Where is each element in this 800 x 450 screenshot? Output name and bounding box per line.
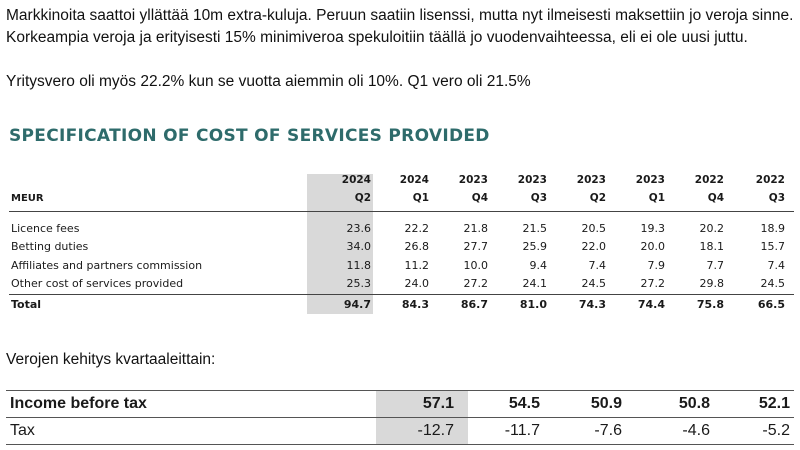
cell-value: 66.5 <box>757 298 785 311</box>
cell-value: 57.1 <box>422 395 454 412</box>
header-rule <box>9 211 794 212</box>
table-row: Licence fees 23.6 22.2 21.8 21.5 20.5 19.3 20.2… <box>9 220 794 238</box>
cell-value: 34.0 <box>346 240 372 253</box>
cell-value: 24.0 <box>404 277 430 290</box>
intro-paragraph: Markkinoita saattoi yllättää 10m extra-k… <box>6 7 794 46</box>
cell-value: -7.6 <box>594 422 622 439</box>
row-label: Licence fees <box>11 222 80 235</box>
unit-label: MEUR <box>11 193 44 204</box>
column-year: 2023 <box>517 174 547 186</box>
cell-value: 25.3 <box>346 277 372 290</box>
cell-value: -11.7 <box>504 422 540 439</box>
cell-value: 84.3 <box>401 298 429 311</box>
cell-value: 26.8 <box>404 240 430 253</box>
cell-value: 7.4 <box>588 259 607 272</box>
cell-value: 10.0 <box>463 259 489 272</box>
cell-value: 7.7 <box>706 259 725 272</box>
row-label: Income before tax <box>10 395 147 412</box>
total-rule <box>9 294 794 295</box>
column-quarter: Q4 <box>707 192 724 204</box>
cell-value: 94.7 <box>343 298 371 311</box>
cell-value: 50.9 <box>590 395 622 412</box>
cell-value: 52.1 <box>758 395 790 412</box>
cell-value: 11.8 <box>346 259 372 272</box>
cell-value: 20.5 <box>581 222 607 235</box>
column-quarter: Q1 <box>412 192 429 204</box>
cell-value: 27.2 <box>640 277 666 290</box>
tax-table-bottom-rule <box>6 444 794 445</box>
total-row: Total 94.7 84.3 86.7 81.0 74.3 74.4 75.8 66.5 <box>9 296 794 314</box>
column-quarter: Q1 <box>648 192 665 204</box>
cell-value: 20.0 <box>640 240 666 253</box>
cell-value: 7.9 <box>647 259 666 272</box>
cell-value: 74.3 <box>578 298 606 311</box>
cell-value: 50.8 <box>678 395 710 412</box>
column-quarter: Q3 <box>768 192 785 204</box>
table-row: Betting duties 34.0 26.8 27.7 25.9 22.0 20.0 18… <box>9 238 794 256</box>
tax-table-top-rule <box>6 390 794 391</box>
cell-value: 24.5 <box>581 277 607 290</box>
current-quarter-highlight <box>307 174 373 314</box>
tax-table-mid-rule <box>6 417 794 418</box>
column-year: 2023 <box>635 174 665 186</box>
tax-row: Income before tax 57.1 54.5 50.9 50.8 52.1 <box>6 391 794 417</box>
cell-value: 23.6 <box>346 222 372 235</box>
cell-value: 11.2 <box>404 259 430 272</box>
cell-value: 29.8 <box>699 277 725 290</box>
cell-value: 18.1 <box>699 240 725 253</box>
row-label: Tax <box>10 422 35 439</box>
column-quarter: Q2 <box>589 192 606 204</box>
cell-value: 7.4 <box>767 259 786 272</box>
column-year: 2024 <box>341 174 371 186</box>
corporate-tax-note: Yritysvero oli myös 22.2% kun se vuotta … <box>6 73 531 90</box>
cell-value: 24.5 <box>760 277 786 290</box>
table-row: Affiliates and partners commission 11.8 11… <box>9 257 794 275</box>
column-year: 2023 <box>576 174 606 186</box>
row-label: Other cost of services provided <box>11 277 184 290</box>
row-label: Betting duties <box>11 240 89 253</box>
column-quarter: Q2 <box>354 192 371 204</box>
cell-value: 15.7 <box>760 240 786 253</box>
cell-value: 20.2 <box>699 222 725 235</box>
cell-value: 24.1 <box>522 277 548 290</box>
row-label: Total <box>11 298 42 311</box>
cell-value: 22.0 <box>581 240 607 253</box>
column-year: 2022 <box>694 174 724 186</box>
cell-value: 81.0 <box>519 298 547 311</box>
tax-row: Tax -12.7 -11.7 -7.6 -4.6 -5.2 <box>6 418 794 444</box>
column-quarter: Q4 <box>471 192 488 204</box>
tax-heading: Verojen kehitys kvartaaleittain: <box>6 351 216 368</box>
row-label: Affiliates and partners commission <box>11 259 203 272</box>
column-year: 2022 <box>755 174 785 186</box>
cell-value: 18.9 <box>760 222 786 235</box>
cell-value: 22.2 <box>404 222 430 235</box>
cell-value: 86.7 <box>460 298 488 311</box>
cell-value: 21.8 <box>463 222 489 235</box>
cell-value: 21.5 <box>522 222 548 235</box>
cell-value: 27.2 <box>463 277 489 290</box>
column-year: 2024 <box>399 174 429 186</box>
cell-value: -4.6 <box>682 422 710 439</box>
table-row: Other cost of services provided 25.3 24.0 2… <box>9 275 794 293</box>
cell-value: 54.5 <box>508 395 540 412</box>
cell-value: 25.9 <box>522 240 548 253</box>
cell-value: 19.3 <box>640 222 666 235</box>
cell-value: -12.7 <box>417 422 454 439</box>
cell-value: 75.8 <box>696 298 724 311</box>
cell-value: -5.2 <box>762 422 790 439</box>
cell-value: 74.4 <box>637 298 665 311</box>
cell-value: 9.4 <box>529 259 548 272</box>
column-year: 2023 <box>458 174 488 186</box>
spec-table-title: SPECIFICATION OF COST OF SERVICES PROVID… <box>9 126 490 146</box>
cell-value: 27.7 <box>463 240 489 253</box>
column-quarter: Q3 <box>530 192 547 204</box>
